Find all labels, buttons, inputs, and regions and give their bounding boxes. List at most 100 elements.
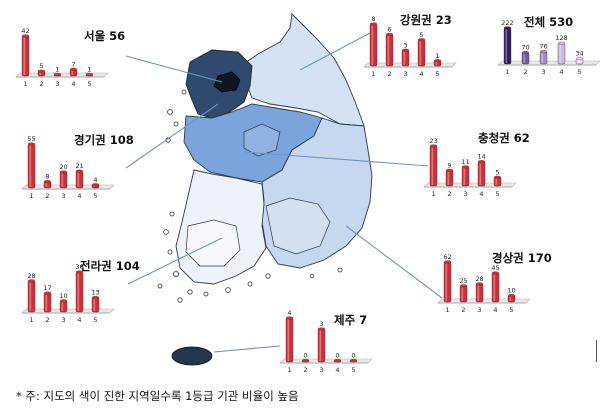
bar [477, 161, 486, 187]
bar [429, 145, 438, 187]
bar-value-label: 5 [495, 168, 499, 176]
bar-highlight [479, 162, 482, 185]
bar-highlight [403, 51, 406, 65]
bar-cap [443, 260, 452, 264]
leader-lines [125, 31, 443, 353]
category-label: 2 [523, 68, 527, 76]
bar-value-label: 11 [461, 158, 469, 166]
mini-chart-7: 경상권 170 62 1 25 2 28 3 45 4 10 5 [437, 251, 552, 314]
bar-value-label: 23 [429, 137, 437, 145]
region-chungcheong-inner [243, 123, 281, 157]
footnote: * 주: 지도의 색이 진한 지역일수록 1등급 기관 비율이 높음 [16, 389, 299, 403]
mini-chart-8: 제주 7 4 1 0 2 3 3 0 4 0 5 [279, 309, 373, 374]
bar-highlight [577, 59, 580, 63]
category-label: 3 [463, 190, 467, 198]
bar-cap [91, 183, 100, 187]
bar-highlight [463, 167, 466, 185]
bar-highlight [495, 178, 498, 185]
bar-value-label: 8 [45, 173, 49, 181]
chart-title: 충청권 62 [478, 131, 530, 145]
mini-chart-5: 충청권 62 23 1 9 2 11 3 14 4 5 5 [423, 131, 530, 198]
bar-highlight [45, 182, 48, 187]
bar-value-label: 45 [491, 264, 499, 272]
category-label: 2 [39, 80, 43, 88]
category-label: 4 [71, 80, 75, 88]
category-label: 1 [431, 190, 435, 198]
bar-cap [285, 316, 294, 320]
category-label: 2 [303, 366, 307, 374]
region-seoul [213, 71, 241, 93]
bar-value-label: 8 [371, 15, 375, 23]
bar-value-label: 7 [71, 60, 75, 68]
bar-cap [475, 282, 484, 286]
bar-value-label: 28 [475, 275, 483, 283]
category-label: 3 [477, 306, 481, 314]
mini-chart-6: 전라권 104 28 1 17 2 10 3 36 4 13 5 [21, 259, 140, 324]
bar [317, 328, 326, 363]
mini-chart-3: 전체 530 222 1 70 2 76 3 128 4 34 5 [497, 15, 600, 76]
bar-value-label: 55 [27, 135, 35, 143]
bar-cap [417, 38, 426, 42]
category-label: 2 [447, 190, 451, 198]
bar-cap [445, 168, 454, 172]
bar-highlight [77, 273, 80, 311]
bar [539, 51, 548, 65]
bar-value-label: 10 [507, 287, 515, 295]
bar-value-label: 5 [419, 31, 423, 39]
bar-cap [369, 22, 378, 26]
category-label: 1 [371, 70, 375, 78]
edge-mark [596, 340, 597, 362]
leader-gyeonggi [125, 103, 219, 169]
category-label: 5 [351, 366, 355, 374]
bar-highlight [523, 53, 526, 63]
category-label: 3 [55, 80, 59, 88]
bar-highlight [387, 35, 390, 65]
chart-title: 전라권 104 [80, 259, 140, 273]
bar-value-label: 128 [555, 34, 567, 42]
bar-cap [59, 170, 68, 174]
bar-cap [27, 142, 36, 146]
bar-value-label: 13 [91, 289, 99, 297]
bar-value-label: 14 [477, 153, 485, 161]
chart-title: 경기권 108 [74, 133, 134, 147]
bar-highlight [419, 40, 422, 65]
bar-cap [491, 271, 500, 275]
bar-cap [27, 279, 36, 283]
bar [21, 35, 30, 77]
category-label: 4 [77, 316, 81, 324]
category-label: 3 [403, 70, 407, 78]
bar [285, 317, 294, 363]
bar-value-label: 5 [39, 62, 43, 70]
bar-highlight [559, 44, 562, 63]
bar-highlight [23, 37, 26, 75]
bar [27, 143, 36, 189]
leader-seoul [125, 55, 223, 83]
chart-floor [437, 298, 531, 304]
bar-cap [539, 50, 548, 54]
category-label: 3 [319, 366, 323, 374]
bar-value-label: 28 [27, 272, 35, 280]
bar [75, 271, 84, 313]
bar-value-label: 1 [55, 66, 59, 74]
bar-value-label: 20 [59, 163, 67, 171]
chart-title: 제주 7 [334, 313, 367, 327]
bar [369, 23, 378, 67]
bar-value-label: 1 [87, 66, 91, 74]
bar-highlight [71, 70, 74, 75]
mini-chart-2: 강원권 23 8 1 6 2 3 3 5 4 1 5 [363, 13, 457, 78]
bar-highlight [541, 52, 544, 63]
bar-cap [385, 32, 394, 37]
islands [157, 89, 343, 303]
bar-value-label: 17 [43, 284, 51, 292]
bar-value-label: 0 [351, 352, 355, 360]
bar [91, 297, 100, 313]
chart-title: 경상권 170 [492, 251, 552, 265]
bar [59, 300, 68, 313]
bar-cap [21, 34, 30, 38]
bar-cap [433, 59, 442, 63]
bar [491, 272, 500, 303]
bar-cap [69, 67, 78, 71]
bar-cap [349, 358, 358, 363]
bar [43, 292, 52, 313]
